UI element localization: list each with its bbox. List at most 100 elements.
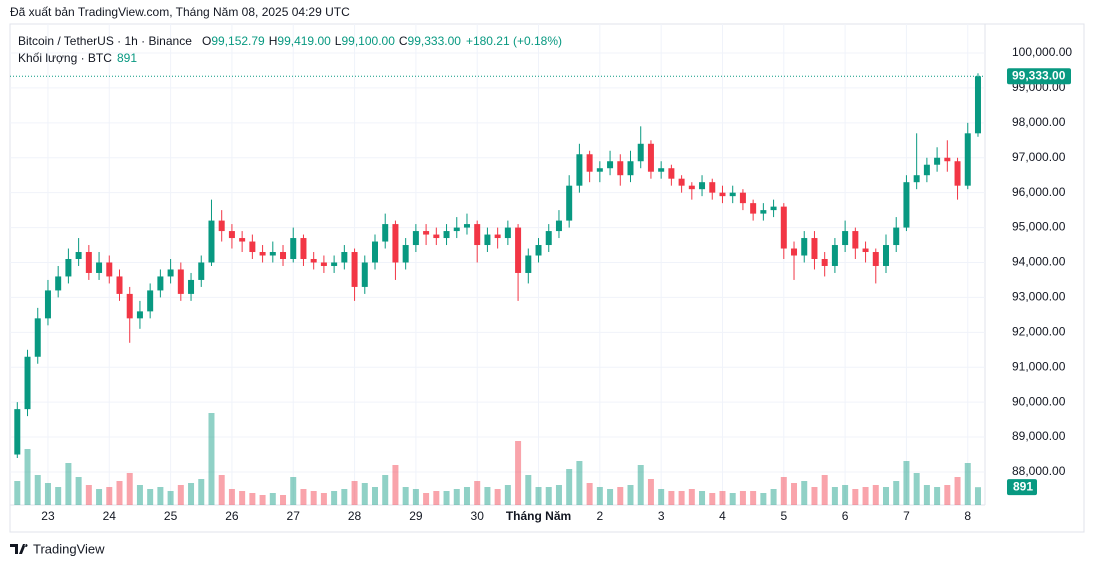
candle-body: [586, 154, 593, 172]
candle-body: [678, 178, 685, 186]
candle-body: [770, 206, 777, 211]
candle-body: [280, 252, 287, 259]
ohlc-value: 99,152.79: [211, 34, 265, 48]
volume-bar: [525, 475, 532, 505]
x-tick-label: 4: [719, 509, 726, 523]
symbol[interactable]: Bitcoin / TetherUS · 1h · Binance: [18, 34, 192, 48]
candle-body: [944, 157, 951, 162]
volume-bar: [300, 489, 307, 505]
logo-text: TradingView: [33, 541, 105, 556]
candle-body: [831, 245, 838, 266]
candle-body: [576, 154, 583, 186]
ohlc-key: L: [335, 34, 342, 48]
candle-body: [167, 269, 174, 277]
candle-body: [739, 192, 746, 204]
volume-bar: [954, 477, 961, 505]
candle-body: [433, 234, 440, 239]
y-tick-label: 94,000.00: [1012, 255, 1066, 269]
volume-bar: [443, 491, 450, 505]
candle-body: [341, 252, 348, 263]
volume-bar: [535, 487, 542, 505]
volume-bar: [658, 489, 665, 505]
candle-body: [555, 220, 562, 232]
candle-body: [44, 290, 51, 319]
volume-bar: [545, 487, 552, 505]
volume-bar: [136, 485, 143, 505]
candle-body: [872, 252, 879, 266]
volume-bar: [893, 481, 900, 505]
volume-bar: [106, 487, 113, 505]
volume-bar: [463, 487, 470, 505]
volume-bar: [923, 485, 930, 505]
candle-body: [535, 245, 542, 256]
change: +180.21 (+0.18%): [466, 34, 562, 48]
candle-body: [566, 185, 573, 221]
axis-layer: 88,000.00 89,000.00 90,000.00 91,000.00 92,0…: [10, 45, 1072, 523]
candle-body: [147, 290, 154, 312]
candle-body: [974, 76, 981, 134]
candle-body: [208, 220, 215, 263]
y-tick-label: 90,000.00: [1012, 394, 1066, 408]
candle-body: [821, 258, 828, 266]
volume-bar: [423, 493, 430, 505]
volume-bar: [24, 449, 31, 505]
volume-bar: [515, 441, 522, 505]
volume-bar: [116, 481, 123, 505]
candle-body: [934, 157, 941, 165]
candle-body: [96, 262, 103, 273]
x-tick-label: 7: [903, 509, 910, 523]
grid: [10, 24, 985, 505]
volume-bar: [85, 485, 92, 505]
volume-bar: [964, 463, 971, 505]
volume-bar: [566, 469, 573, 505]
candle-body: [290, 238, 297, 259]
volume-bar: [412, 489, 419, 505]
y-tick-label: 100,000.00: [1012, 45, 1072, 59]
candle-body: [361, 262, 368, 287]
ohlc: O99,152.79 H99,419.00 L99,100.00 C99,333.00…: [202, 34, 562, 48]
logo: TradingView: [10, 541, 105, 556]
candle-body: [157, 276, 164, 291]
candle-body: [607, 161, 614, 169]
volume-bar: [280, 495, 287, 505]
volume-bar: [627, 485, 634, 505]
volume-value: 891: [117, 51, 137, 65]
candle-body: [780, 206, 787, 249]
candle-body: [913, 175, 920, 183]
candle-body: [463, 224, 470, 228]
candle-body: [801, 238, 808, 256]
volume-layer: [14, 413, 981, 505]
ohlc-value: 99,419.00: [277, 34, 331, 48]
candle-body: [504, 227, 511, 239]
x-tick-label: Tháng Năm: [506, 509, 571, 523]
volume-bar: [453, 489, 460, 505]
volume-bar: [750, 491, 757, 505]
candle-body: [351, 252, 358, 287]
volume-bar: [147, 489, 154, 505]
candle-body: [392, 224, 399, 263]
volume-bar: [883, 487, 889, 505]
volume-bar: [504, 485, 511, 505]
volume-bar: [320, 493, 327, 505]
volume-bar: [791, 483, 798, 505]
volume-bar: [392, 465, 399, 505]
candle-body: [893, 227, 900, 246]
y-tick-label: 92,000.00: [1012, 324, 1066, 338]
volume-bar: [188, 483, 195, 505]
volume-bar: [801, 481, 808, 505]
x-tick-label: 8: [964, 509, 971, 523]
volume-bar: [576, 461, 583, 505]
last-price-box: [1007, 68, 1071, 85]
candle-body: [627, 161, 634, 176]
ohlc-value: 99,100.00: [341, 34, 395, 48]
ohlc-key: C: [399, 34, 408, 48]
candle-body: [719, 192, 726, 197]
candle-body: [116, 276, 123, 294]
candle-body: [259, 252, 266, 256]
candle-body: [218, 220, 225, 232]
candle-body: [484, 234, 491, 246]
volume-bar: [821, 475, 828, 505]
candle-body: [923, 164, 930, 176]
candle-body: [647, 143, 654, 172]
